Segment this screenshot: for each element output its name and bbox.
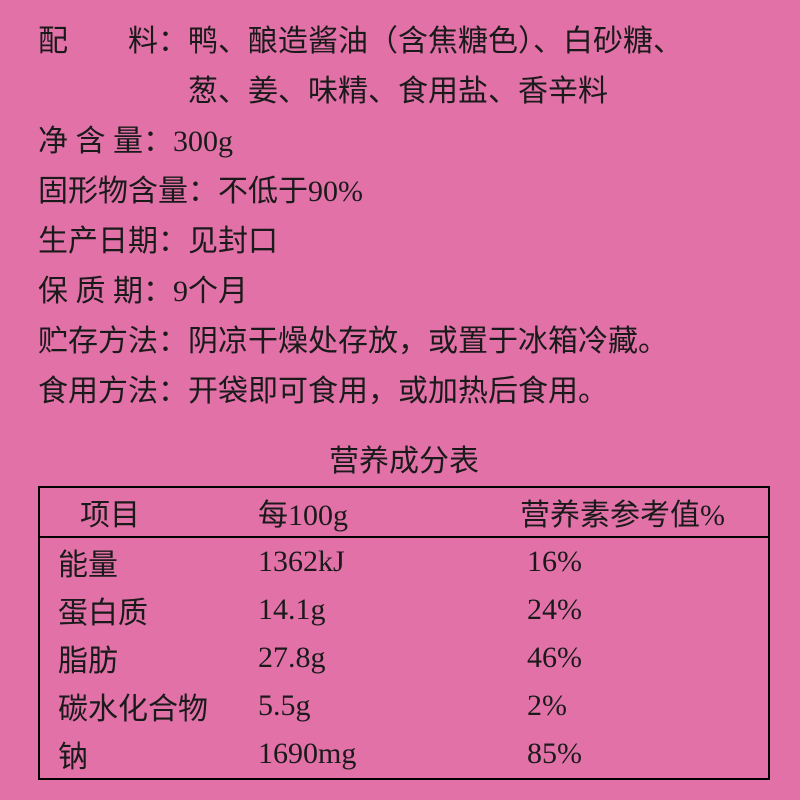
cell-value: 1362kJ	[258, 537, 477, 586]
header-item: 项目	[39, 487, 258, 537]
table-row: 钠 1690mg 85%	[39, 730, 769, 779]
nutrition-table-title: 营养成分表	[38, 436, 770, 480]
table-row: 能量 1362kJ 16%	[39, 537, 769, 586]
header-nrv: 营养素参考值%	[477, 487, 769, 537]
production-date-label: 生产日期：	[38, 218, 188, 266]
ingredients-value-line2: 葱、姜、味精、食用盐、香辛料	[188, 68, 770, 116]
cell-nrv: 46%	[477, 634, 769, 682]
solid-content-label: 固形物含量：	[38, 168, 218, 216]
table-row: 碳水化合物 5.5g 2%	[39, 682, 769, 730]
shelf-life-label: 保 质 期：	[38, 268, 173, 316]
storage-value: 阴凉干燥处存放，或置于冰箱冷藏。	[188, 318, 770, 366]
cell-nrv: 85%	[477, 730, 769, 779]
cell-value: 5.5g	[258, 682, 477, 730]
storage-row: 贮存方法： 阴凉干燥处存放，或置于冰箱冷藏。	[38, 318, 770, 366]
ingredients-value-line1: 鸭、酿造酱油（含焦糖色）、白砂糖、	[188, 18, 770, 66]
cell-item: 能量	[39, 537, 258, 586]
usage-label: 食用方法：	[38, 368, 188, 416]
solid-content-row: 固形物含量： 不低于90%	[38, 168, 770, 216]
cell-value: 14.1g	[258, 586, 477, 634]
cell-item: 脂肪	[39, 634, 258, 682]
shelf-life-row: 保 质 期： 9个月	[38, 268, 770, 316]
cell-item: 蛋白质	[39, 586, 258, 634]
table-row: 蛋白质 14.1g 24%	[39, 586, 769, 634]
cell-value: 1690mg	[258, 730, 477, 779]
solid-content-value: 不低于90%	[218, 168, 770, 216]
cell-nrv: 16%	[477, 537, 769, 586]
production-date-value: 见封口	[188, 218, 770, 266]
cell-value: 27.8g	[258, 634, 477, 682]
table-row: 脂肪 27.8g 46%	[39, 634, 769, 682]
nutrition-header-row: 项目 每100g 营养素参考值%	[39, 487, 769, 537]
production-date-row: 生产日期： 见封口	[38, 218, 770, 266]
cell-nrv: 2%	[477, 682, 769, 730]
usage-value: 开袋即可食用，或加热后食用。	[188, 368, 770, 416]
cell-item: 碳水化合物	[39, 682, 258, 730]
cell-item: 钠	[39, 730, 258, 779]
net-weight-label: 净 含 量：	[38, 118, 173, 166]
product-info-section: 配 料： 鸭、酿造酱油（含焦糖色）、白砂糖、 配 料： 葱、姜、味精、食用盐、香…	[38, 18, 770, 416]
shelf-life-value: 9个月	[173, 268, 770, 316]
nutrition-table-body: 能量 1362kJ 16% 蛋白质 14.1g 24% 脂肪 27.8g 46%…	[39, 537, 769, 779]
ingredients-row: 配 料： 鸭、酿造酱油（含焦糖色）、白砂糖、	[38, 18, 770, 66]
cell-nrv: 24%	[477, 586, 769, 634]
header-per100g: 每100g	[258, 487, 477, 537]
ingredients-row-cont: 配 料： 葱、姜、味精、食用盐、香辛料	[38, 68, 770, 116]
usage-row: 食用方法： 开袋即可食用，或加热后食用。	[38, 368, 770, 416]
net-weight-row: 净 含 量： 300g	[38, 118, 770, 166]
nutrition-table: 项目 每100g 营养素参考值% 能量 1362kJ 16% 蛋白质 14.1g…	[38, 486, 770, 780]
net-weight-value: 300g	[173, 118, 770, 166]
storage-label: 贮存方法：	[38, 318, 188, 366]
ingredients-label: 配 料：	[38, 18, 188, 66]
